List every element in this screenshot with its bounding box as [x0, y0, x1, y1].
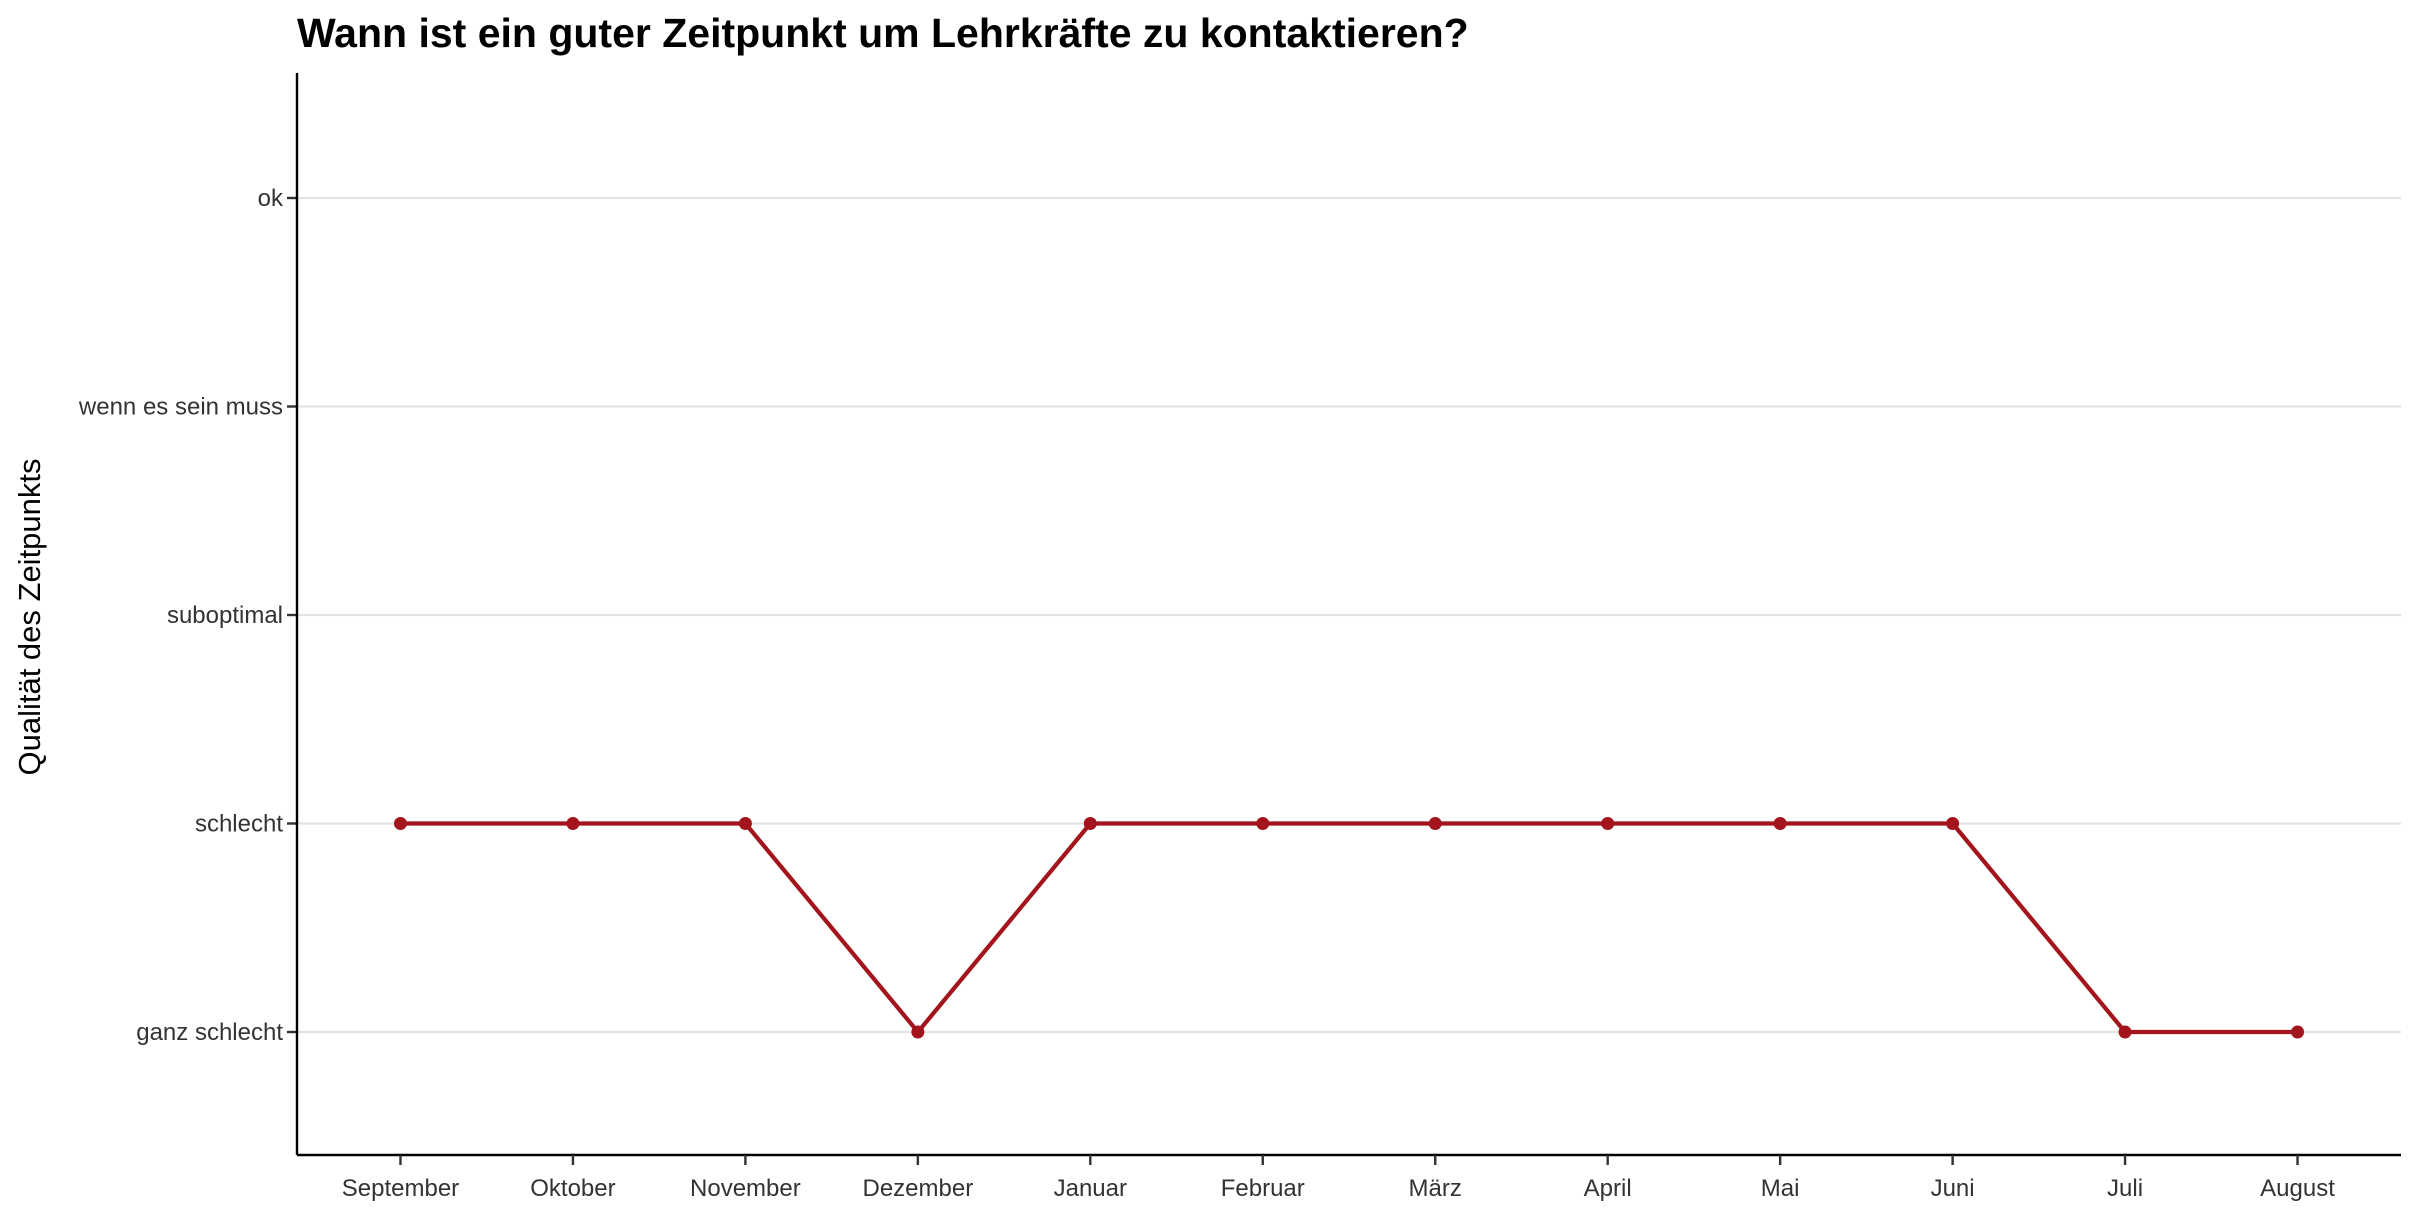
series-line	[400, 821, 2298, 1035]
data-point	[1428, 817, 1442, 830]
y-tick-label: ganz schlecht	[136, 1019, 283, 1046]
y-tick-label: wenn es sein muss	[78, 394, 283, 421]
x-tick-label: Februar	[1221, 1175, 1305, 1202]
data-point	[1256, 817, 1270, 830]
y-axis-label: Qualität des Zeitpunkts	[12, 458, 47, 775]
x-tick-label: Juni	[1931, 1175, 1975, 1202]
x-tick-label: April	[1584, 1175, 1632, 1202]
x-tick-label: August	[2260, 1175, 2335, 1202]
data-point	[566, 817, 580, 830]
chart-title: Wann ist ein guter Zeitpunkt um Lehrkräf…	[297, 10, 1469, 56]
data-point	[1601, 817, 1615, 830]
data-point	[1773, 817, 1787, 830]
x-tick-label: Januar	[1054, 1175, 1127, 1202]
data-point	[911, 1025, 925, 1039]
x-tick-label: Oktober	[530, 1175, 615, 1202]
data-point	[1083, 817, 1097, 830]
x-tick-label: September	[342, 1175, 459, 1202]
axes: ganz schlecht schlecht suboptimal wenn es s…	[78, 73, 2401, 1202]
gridlines	[297, 196, 2401, 1034]
y-tick-label: suboptimal	[167, 602, 283, 629]
x-tick-label: März	[1409, 1175, 1462, 1202]
y-tick-label: ok	[258, 185, 284, 212]
x-tick-label: Juli	[2107, 1175, 2143, 1202]
data-point	[2118, 1025, 2132, 1039]
data-point	[738, 817, 752, 830]
x-tick-label: November	[690, 1175, 801, 1202]
data-point	[1946, 817, 1960, 830]
series-layer	[393, 817, 2305, 1039]
data-point	[2291, 1025, 2305, 1039]
x-tick-label: Mai	[1761, 1175, 1800, 1202]
y-tick-label: schlecht	[195, 811, 283, 838]
x-tick-label: Dezember	[862, 1175, 973, 1202]
data-point	[393, 817, 407, 830]
